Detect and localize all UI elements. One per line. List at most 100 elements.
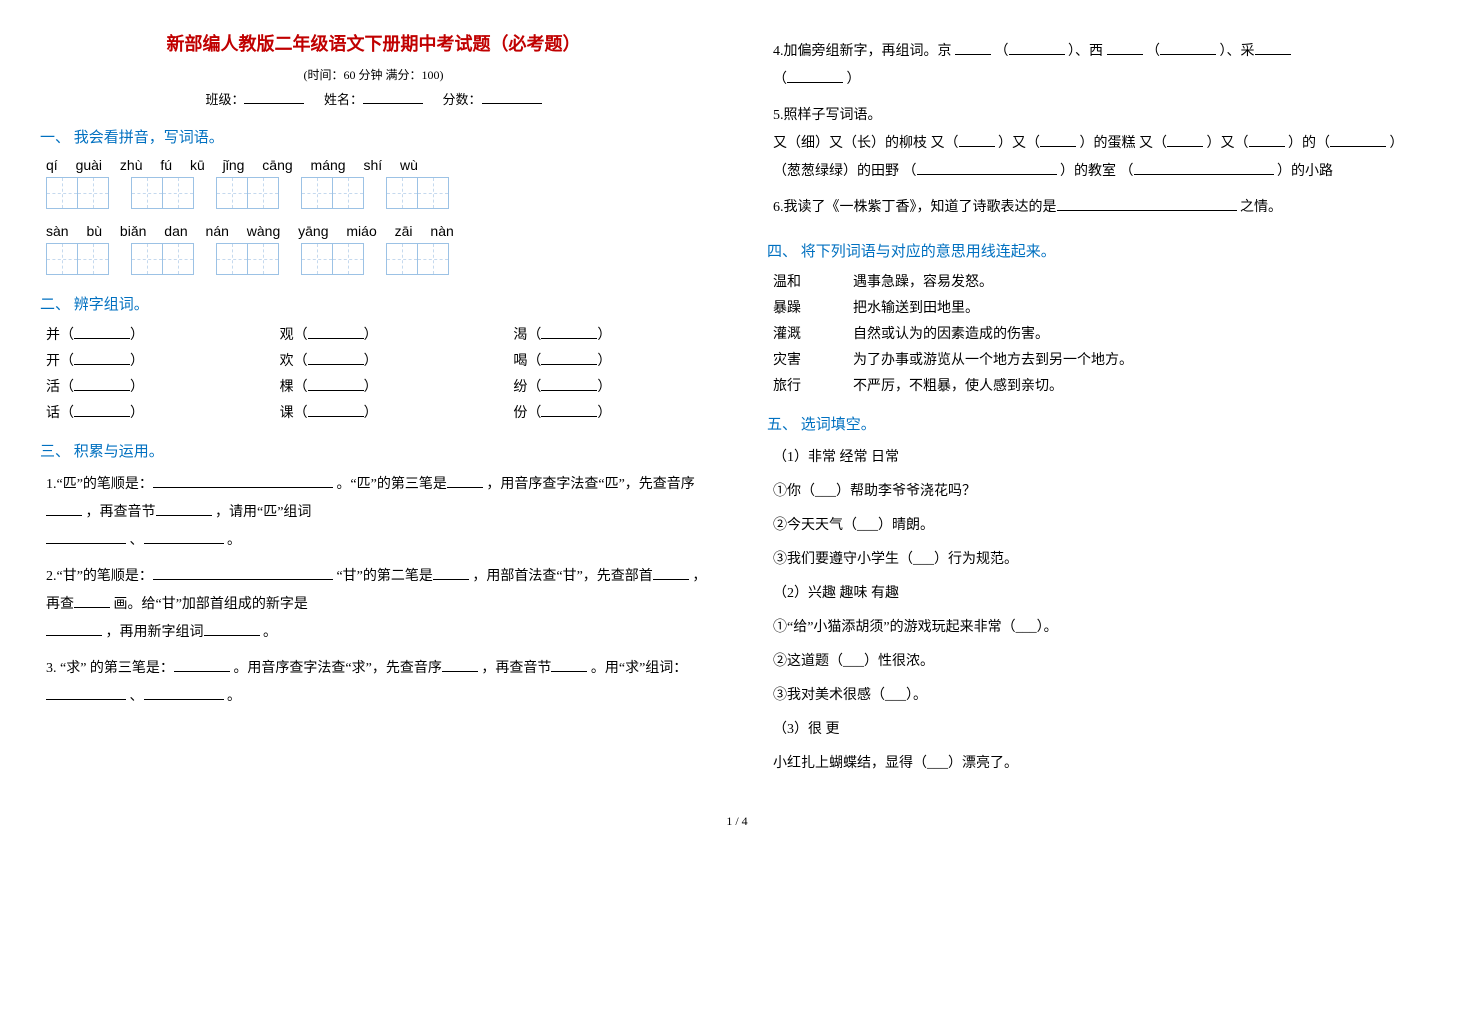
tianzi-group[interactable] — [131, 177, 194, 209]
sec2-char: 棵（ — [280, 380, 308, 395]
match-term: 暴躁 — [773, 297, 853, 317]
answer-blank[interactable] — [541, 351, 597, 365]
match-row: 旅行不严厉，不粗暴，使人感到亲切。 — [773, 375, 1434, 395]
answer-blank[interactable] — [433, 566, 469, 580]
answer-blank[interactable] — [174, 658, 230, 672]
answer-blank[interactable] — [308, 351, 364, 365]
answer-blank[interactable] — [787, 69, 843, 83]
paren: ） — [130, 406, 144, 421]
answer-blank[interactable] — [153, 566, 333, 580]
tianzi-group[interactable] — [386, 177, 449, 209]
section-2-head: 二、 辨字组词。 — [40, 293, 707, 314]
answer-blank[interactable] — [74, 403, 130, 417]
answer-blank[interactable] — [541, 403, 597, 417]
text: ，用部首法查“甘”，先查部首 — [472, 569, 652, 584]
text: 、 — [130, 689, 144, 704]
sec2-char: 欢（ — [280, 354, 308, 369]
answer-blank[interactable] — [1160, 41, 1216, 55]
sec2-row: 话（） 课（） 份（） — [46, 402, 707, 422]
answer-blank[interactable] — [204, 622, 260, 636]
tianzi-group[interactable] — [131, 243, 194, 275]
text: （ — [773, 72, 787, 87]
sec2-char: 并（ — [46, 328, 74, 343]
class-blank[interactable] — [244, 91, 304, 104]
answer-blank[interactable] — [74, 594, 110, 608]
text: ，用音序查字法查“匹”，先查音序 — [486, 477, 694, 492]
answer-blank[interactable] — [46, 530, 126, 544]
answer-blank[interactable] — [1255, 41, 1291, 55]
answer-blank[interactable] — [442, 658, 478, 672]
answer-blank[interactable] — [46, 622, 102, 636]
paren: ） — [364, 354, 378, 369]
tianzi-group[interactable] — [301, 177, 364, 209]
sec5-g3-q1: 小红扎上蝴蝶结，显得（___）漂亮了。 — [773, 750, 1434, 778]
sec2-char: 观（ — [280, 328, 308, 343]
section-1-head: 一、 我会看拼音，写词语。 — [40, 126, 707, 147]
answer-blank[interactable] — [74, 325, 130, 339]
answer-blank[interactable] — [917, 161, 1057, 175]
text: ，请用“匹”组词 — [215, 505, 311, 520]
answer-blank[interactable] — [144, 530, 224, 544]
answer-blank[interactable] — [1330, 133, 1386, 147]
answer-blank[interactable] — [74, 377, 130, 391]
sec5-g1-q1: ①你（___）帮助李爷爷浇花吗？ — [773, 478, 1434, 506]
tianzi-group[interactable] — [386, 243, 449, 275]
answer-blank[interactable] — [156, 502, 212, 516]
tianzi-group[interactable] — [216, 243, 279, 275]
sec2-char: 活（ — [46, 380, 74, 395]
answer-blank[interactable] — [551, 658, 587, 672]
answer-blank[interactable] — [308, 403, 364, 417]
answer-blank[interactable] — [1134, 161, 1274, 175]
answer-blank[interactable] — [144, 686, 224, 700]
sec5-g2-q1: ①“给”小猫添胡须”的游戏玩起来非常（___）。 — [773, 614, 1434, 642]
text: ） — [847, 72, 861, 87]
answer-blank[interactable] — [153, 474, 333, 488]
text: 。 — [263, 625, 277, 640]
name-blank[interactable] — [363, 91, 423, 104]
answer-blank[interactable] — [46, 502, 82, 516]
sec5-g1-opts: （1）非常 经常 日常 — [773, 444, 1434, 472]
tianzi-group[interactable] — [46, 243, 109, 275]
answer-blank[interactable] — [1009, 41, 1065, 55]
match-row: 灌溉自然或认为的因素造成的伤害。 — [773, 323, 1434, 343]
text: 2.“甘”的笔顺是： — [46, 569, 153, 584]
answer-blank[interactable] — [447, 474, 483, 488]
answer-blank[interactable] — [653, 566, 689, 580]
text: ）又（ — [998, 136, 1040, 151]
sec2-char: 开（ — [46, 354, 74, 369]
match-row: 灾害为了办事或游览从一个地方去到另一个地方。 — [773, 349, 1434, 369]
text: ） — [1390, 136, 1404, 151]
text: ）又（ — [1207, 136, 1249, 151]
answer-blank[interactable] — [959, 133, 995, 147]
answer-blank[interactable] — [46, 686, 126, 700]
score-label: 分数： — [443, 92, 482, 107]
answer-blank[interactable] — [1167, 133, 1203, 147]
answer-blank[interactable] — [955, 41, 991, 55]
answer-blank[interactable] — [1040, 133, 1076, 147]
answer-blank[interactable] — [74, 351, 130, 365]
answer-blank[interactable] — [1107, 41, 1143, 55]
text: （ — [1146, 44, 1160, 59]
sec5-g2-q2: ②这道题（___）性很浓。 — [773, 648, 1434, 676]
paren: ） — [130, 380, 144, 395]
answer-blank[interactable] — [541, 325, 597, 339]
class-label: 班级： — [205, 92, 244, 107]
text: ）的（ — [1288, 136, 1330, 151]
tianzi-group[interactable] — [46, 177, 109, 209]
tianzi-group[interactable] — [301, 243, 364, 275]
answer-blank[interactable] — [308, 377, 364, 391]
tianzi-group[interactable] — [216, 177, 279, 209]
sec2-row: 开（） 欢（） 喝（） — [46, 350, 707, 370]
text: 6.我读了《一株紫丁香》，知道了诗歌表达的是 — [773, 200, 1057, 215]
answer-blank[interactable] — [1249, 133, 1285, 147]
section-5-head: 五、 选词填空。 — [767, 413, 1434, 434]
answer-blank[interactable] — [541, 377, 597, 391]
match-term: 旅行 — [773, 375, 853, 395]
sec2-char: 渴（ — [513, 328, 541, 343]
text: ，再查音节 — [481, 661, 551, 676]
answer-blank[interactable] — [1057, 197, 1237, 211]
score-blank[interactable] — [482, 91, 542, 104]
paren: ） — [597, 380, 611, 395]
tianzi-row-1 — [46, 177, 707, 209]
answer-blank[interactable] — [308, 325, 364, 339]
